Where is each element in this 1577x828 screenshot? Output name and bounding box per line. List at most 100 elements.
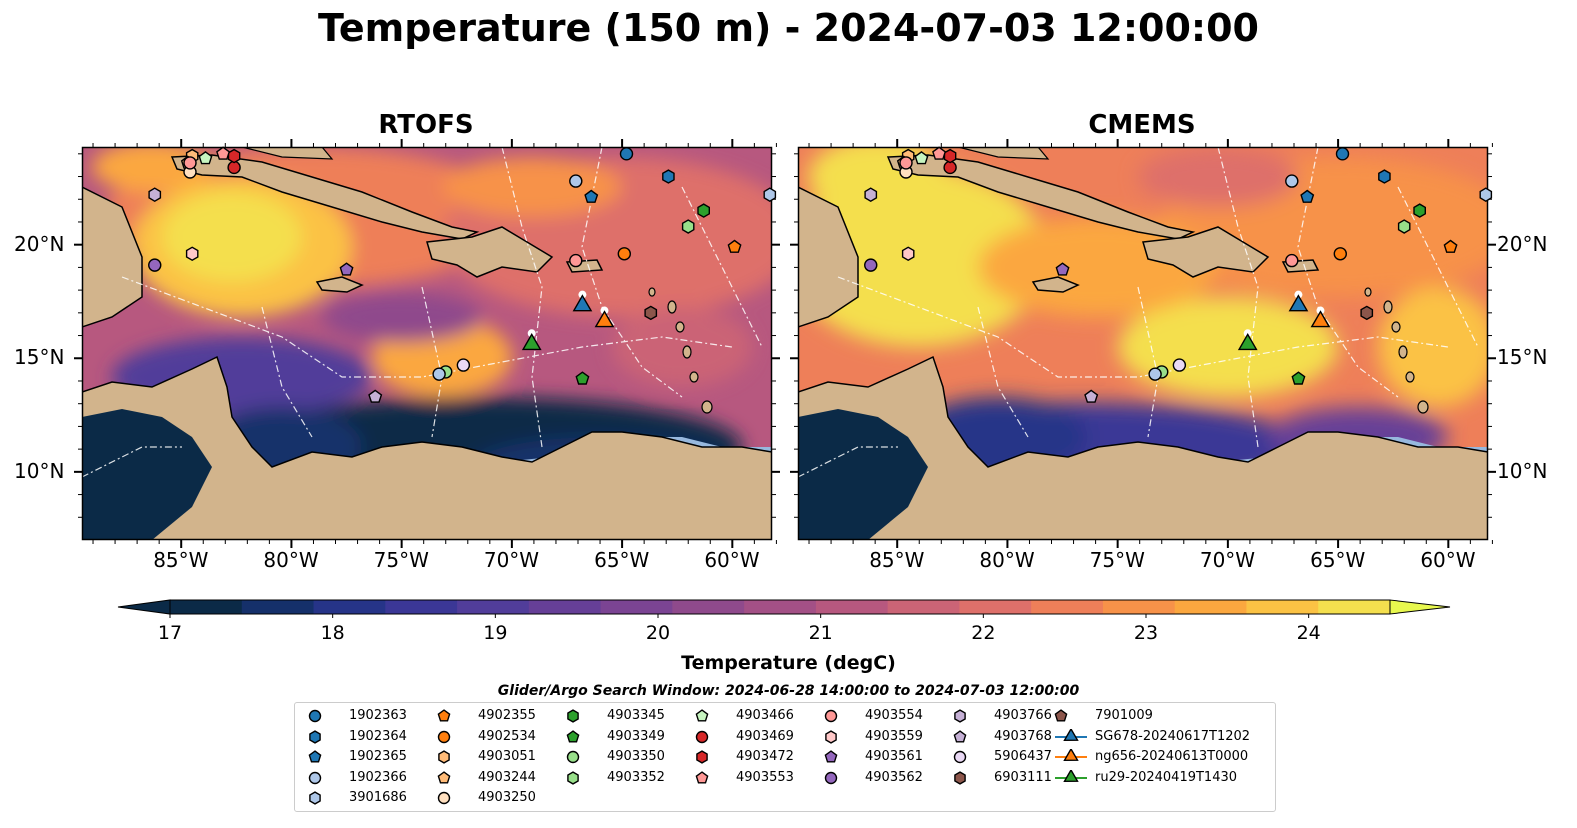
legend-label: 4903768 <box>994 728 1052 744</box>
argo-float-marker <box>1443 239 1458 253</box>
yucatan-land <box>798 186 859 328</box>
colorbar-segment <box>528 600 602 614</box>
argo-float-marker <box>644 305 658 321</box>
legend-label: 4903472 <box>736 749 794 764</box>
panel-title-rtofs: RTOFS <box>378 110 474 140</box>
legend-label: 6903111 <box>994 769 1052 785</box>
colorbar-over-arrow <box>1389 599 1451 615</box>
legend-label: 4903554 <box>865 708 923 723</box>
legend-marker-icon <box>695 709 709 722</box>
argo-float-marker <box>1291 371 1306 385</box>
legend-marker-icon <box>438 750 450 764</box>
legend-marker-icon <box>1063 749 1079 762</box>
florida-land <box>957 147 1050 160</box>
y-tick-label-right: 15°N <box>1497 345 1548 370</box>
colorbar-tick-label: 18 <box>321 622 345 644</box>
colorbar-segment <box>1102 600 1176 614</box>
jamaica-land <box>1031 276 1080 293</box>
legend-marker-icon <box>567 709 579 723</box>
colorbar-segment <box>385 600 458 614</box>
legend-marker-icon <box>309 791 321 805</box>
legend-label: 4903553 <box>736 769 794 785</box>
x-tick-label: 60°W <box>1420 548 1476 572</box>
legend-label: 4903352 <box>607 769 665 785</box>
argo-float-marker <box>185 246 199 262</box>
x-tick-label: 65°W <box>594 548 650 572</box>
hispaniola-land <box>426 226 554 278</box>
glider-marker <box>572 294 593 312</box>
legend-marker-icon <box>1063 728 1079 741</box>
yucatan-land <box>82 186 143 328</box>
x-tick-label: 70°W <box>483 548 540 572</box>
colorbar-tick-label: 20 <box>646 622 670 644</box>
legend-marker-icon <box>437 709 451 722</box>
map-panel-cmems[interactable] <box>790 139 1496 548</box>
colorbar-segment <box>241 600 315 614</box>
argo-float-marker <box>1360 305 1374 321</box>
argo-float-marker <box>1055 262 1070 276</box>
colorbar-tick-label: 21 <box>809 622 833 644</box>
legend-marker-icon <box>953 729 967 743</box>
legend-label: 4903244 <box>478 769 536 785</box>
colorbar-tick-label: 22 <box>971 622 995 644</box>
argo-float-marker <box>932 146 947 160</box>
argo-float-marker <box>697 203 710 218</box>
legend-label: 4903561 <box>865 749 923 764</box>
mainland-land <box>82 355 772 540</box>
legend-label: 4902355 <box>478 708 536 723</box>
colorbar-segment <box>1031 600 1104 614</box>
glider-marker <box>1237 332 1258 351</box>
legend-label: 3901686 <box>349 790 407 805</box>
legend-marker-icon <box>954 770 966 785</box>
argo-float-marker <box>1285 253 1299 268</box>
argo-float-marker <box>1285 174 1299 188</box>
legend-marker-icon <box>437 770 451 784</box>
legend-marker-icon <box>566 729 580 743</box>
pacific-ocean <box>798 409 928 540</box>
legend-label: 4903051 <box>478 749 536 764</box>
argo-float-marker <box>339 262 354 276</box>
colorbar-segment <box>1246 600 1319 614</box>
x-tick-label: 80°W <box>263 548 319 572</box>
lesser-antilles <box>648 287 713 414</box>
argo-float-marker <box>1084 389 1099 403</box>
legend-label: 1902364 <box>349 728 407 744</box>
legend-marker-icon <box>825 729 837 744</box>
search-window-text: Glider/Argo Search Window: 2024-06-28 14… <box>497 683 1080 699</box>
argo-float-marker <box>864 258 878 272</box>
legend-label: 4903562 <box>865 769 923 785</box>
legend: 1902363 1902364 1902365 1902366 3901686 49023… <box>294 702 1276 812</box>
legend-marker-icon <box>437 730 451 743</box>
argo-float-marker <box>662 169 675 184</box>
colorbar-segment <box>672 600 745 614</box>
argo-float-marker <box>1335 147 1350 161</box>
float-markers <box>148 146 777 403</box>
y-tick-label-left: 10°N <box>14 458 65 483</box>
glider-marker <box>521 332 542 351</box>
legend-marker-icon <box>1063 769 1079 782</box>
legend-marker-icon <box>695 730 709 743</box>
legend-label: 5906437 <box>994 749 1052 764</box>
legend-label: 7901009 <box>1095 708 1153 723</box>
argo-float-marker <box>432 367 446 381</box>
y-tick-label-left: 15°N <box>14 345 65 370</box>
legend-marker-icon <box>824 750 838 763</box>
argo-float-marker <box>575 371 590 385</box>
panel-title-cmems: CMEMS <box>1088 110 1196 140</box>
argo-float-marker <box>1397 219 1411 234</box>
x-tick-label: 75°W <box>373 548 429 572</box>
legend-label: 4903250 <box>478 790 536 805</box>
colorbar-tick-label: 17 <box>158 622 182 644</box>
argo-float-marker <box>901 246 915 262</box>
map-ticks <box>74 139 780 548</box>
map-panel-rtofs[interactable] <box>74 139 780 548</box>
glider-marker <box>594 310 615 328</box>
argo-float-marker <box>914 151 929 165</box>
argo-float-marker <box>681 219 695 234</box>
float-markers <box>864 146 1493 403</box>
legend-marker-icon <box>824 709 838 723</box>
argo-float-marker <box>368 389 383 403</box>
colorbar: 17 18 19 20 21 22 23 24 <box>117 599 1451 644</box>
legend-marker-icon <box>308 771 322 784</box>
map-frame <box>797 146 1489 541</box>
